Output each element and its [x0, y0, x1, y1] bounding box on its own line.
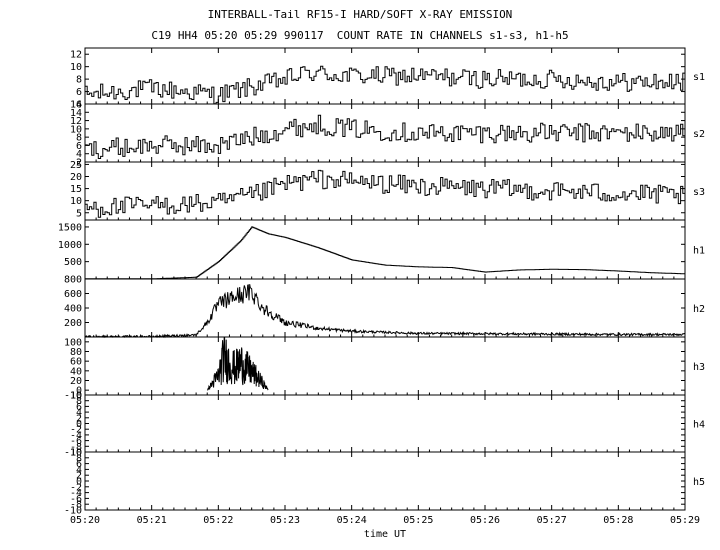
y-tick-label: 8 [76, 396, 82, 407]
x-tick-label: 05:23 [270, 515, 300, 526]
y-tick-label: 6 [76, 141, 82, 152]
y-tick-label: 800 [64, 275, 82, 286]
y-tick-label: 20 [70, 172, 82, 183]
x-tick-label: 05:22 [203, 515, 233, 526]
y-tick-label: 8 [76, 75, 82, 86]
y-tick-label: 1000 [58, 240, 82, 251]
y-tick-label: -10 [64, 391, 82, 402]
panel-label-h2: h2 [693, 304, 705, 315]
y-tick-label: 4 [76, 149, 82, 160]
panel-frame-h5 [84, 451, 686, 511]
y-tick-label: -10 [64, 506, 82, 517]
y-tick-label: 80 [70, 347, 82, 358]
y-tick-label: 12 [70, 116, 82, 127]
y-tick-label: -8 [70, 442, 82, 453]
x-tick-label: 05:26 [470, 515, 500, 526]
y-tick-label: 400 [64, 304, 82, 315]
y-tick-label: -4 [70, 430, 82, 441]
y-tick-label: -2 [70, 482, 82, 493]
panel-label-h5: h5 [693, 477, 705, 488]
series-line-s2 [85, 114, 686, 159]
chart-title: INTERBALL-Tail RF15-I HARD/SOFT X-RAY EM… [207, 8, 513, 21]
y-tick-label: 15 [70, 184, 82, 195]
y-tick-label: 1500 [58, 222, 82, 233]
y-tick-label: 6 [76, 402, 82, 413]
y-tick-label: 40 [70, 366, 82, 377]
y-tick-label: 10 [70, 124, 82, 135]
panel-frame-h4 [84, 394, 686, 453]
y-tick-label: 2 [76, 471, 82, 482]
y-tick-label: -6 [70, 436, 82, 447]
series-line-h3 [206, 336, 269, 391]
series-line-h1 [85, 226, 685, 280]
y-tick-label: 6 [76, 87, 82, 98]
y-tick-label: 100 [64, 337, 82, 348]
y-tick-label: 10 [70, 62, 82, 73]
x-tick-label: 05:24 [337, 515, 367, 526]
y-tick-label: 8 [76, 453, 82, 464]
panel-frame-h2 [84, 278, 686, 338]
y-tick-label: -4 [70, 488, 82, 499]
x-tick-label: 05:27 [537, 515, 567, 526]
y-tick-label: 2 [76, 413, 82, 424]
panel-label-h1: h1 [693, 246, 705, 257]
y-tick-label: 2 [76, 158, 82, 169]
y-tick-label: 16 [70, 100, 82, 111]
y-tick-label: 8 [76, 133, 82, 144]
y-tick-label: 4 [76, 408, 82, 419]
y-tick-label: -2 [70, 425, 82, 436]
y-tick-label: 600 [64, 289, 82, 300]
series-line-s3 [85, 169, 686, 218]
panel-frame-h3 [84, 336, 686, 396]
y-tick-label: 0 [76, 477, 82, 488]
series-line-h2 [85, 284, 686, 339]
x-tick-label: 05:21 [137, 515, 167, 526]
y-tick-label: 4 [76, 100, 82, 111]
x-tick-label: 05:20 [70, 515, 100, 526]
y-tick-label: 12 [70, 50, 82, 61]
y-tick-label: 25 [70, 160, 82, 171]
panel-frame-s2 [84, 103, 686, 163]
y-tick-label: -10 [64, 448, 82, 459]
y-tick-label: -8 [70, 500, 82, 511]
x-axis-label: time UT [364, 529, 406, 540]
y-tick-label: 4 [76, 465, 82, 476]
y-tick-label: 10 [70, 391, 82, 402]
y-tick-label: 6 [76, 459, 82, 470]
x-tick-label: 05:25 [403, 515, 433, 526]
y-tick-label: 0 [76, 386, 82, 397]
y-tick-label: 0 [76, 419, 82, 430]
y-tick-label: -6 [70, 494, 82, 505]
y-tick-label: 20 [70, 376, 82, 387]
y-tick-label: 200 [64, 318, 82, 329]
x-tick-label: 05:28 [603, 515, 633, 526]
y-tick-label: 5 [76, 208, 82, 219]
y-tick-label: 10 [70, 448, 82, 459]
series-line-s1 [85, 65, 686, 105]
panel-label-s3: s3 [693, 187, 705, 198]
panel-label-h3: h3 [693, 362, 705, 373]
x-tick-label: 05:29 [670, 515, 700, 526]
y-tick-label: 10 [70, 196, 82, 207]
chart-subtitle: C19 HH4 05:20 05:29 990117 COUNT RATE IN… [151, 29, 569, 42]
y-tick-label: 500 [64, 257, 82, 268]
y-tick-label: 14 [70, 108, 82, 119]
panel-label-h4: h4 [693, 420, 705, 431]
panel-label-s2: s2 [693, 129, 705, 140]
panel-label-s1: s1 [693, 72, 705, 83]
y-tick-label: 60 [70, 357, 82, 368]
